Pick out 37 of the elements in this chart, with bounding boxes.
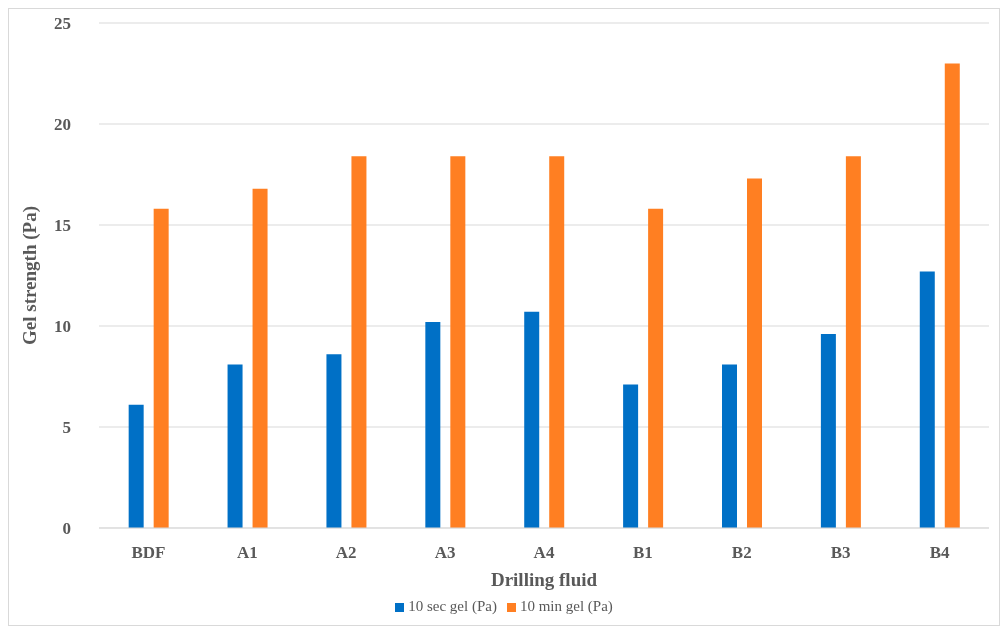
bar <box>524 311 540 528</box>
x-tick-label: B2 <box>731 543 752 563</box>
bar <box>820 334 836 528</box>
legend-label: 10 sec gel (Pa) <box>408 598 497 614</box>
y-tick-label: 20 <box>54 115 71 135</box>
x-tick-label: A4 <box>533 543 555 563</box>
bar <box>919 271 935 528</box>
y-tick-label: 10 <box>54 317 71 337</box>
x-tick-label: B3 <box>830 543 851 563</box>
x-tick-label: A2 <box>335 543 357 563</box>
legend-label: 10 min gel (Pa) <box>519 598 613 614</box>
bar <box>326 354 342 528</box>
x-tick-label: A3 <box>434 543 456 563</box>
bar <box>153 208 169 528</box>
y-tick-label: 15 <box>54 216 71 236</box>
y-tick-label: 5 <box>62 418 71 438</box>
x-tick-label: B1 <box>632 543 653 563</box>
y-tick-label: 0 <box>62 519 71 539</box>
bar <box>747 178 762 528</box>
bar <box>425 321 441 528</box>
bar <box>252 188 268 528</box>
bar <box>128 404 144 528</box>
x-tick-label: BDF <box>131 543 166 563</box>
bar <box>450 156 466 528</box>
x-tick-label: B4 <box>929 543 950 563</box>
bar <box>845 156 861 528</box>
x-tick-label: A1 <box>236 543 258 563</box>
bar <box>944 63 960 528</box>
bar <box>351 156 367 528</box>
y-tick-label: 25 <box>54 14 71 34</box>
bar <box>549 156 565 528</box>
bar <box>623 384 639 528</box>
bar <box>227 364 243 528</box>
x-axis-title: Drilling fluid <box>490 569 598 590</box>
bar <box>648 208 664 528</box>
y-axis-title: Gel strength (Pa) <box>18 206 41 345</box>
bar <box>722 364 737 528</box>
